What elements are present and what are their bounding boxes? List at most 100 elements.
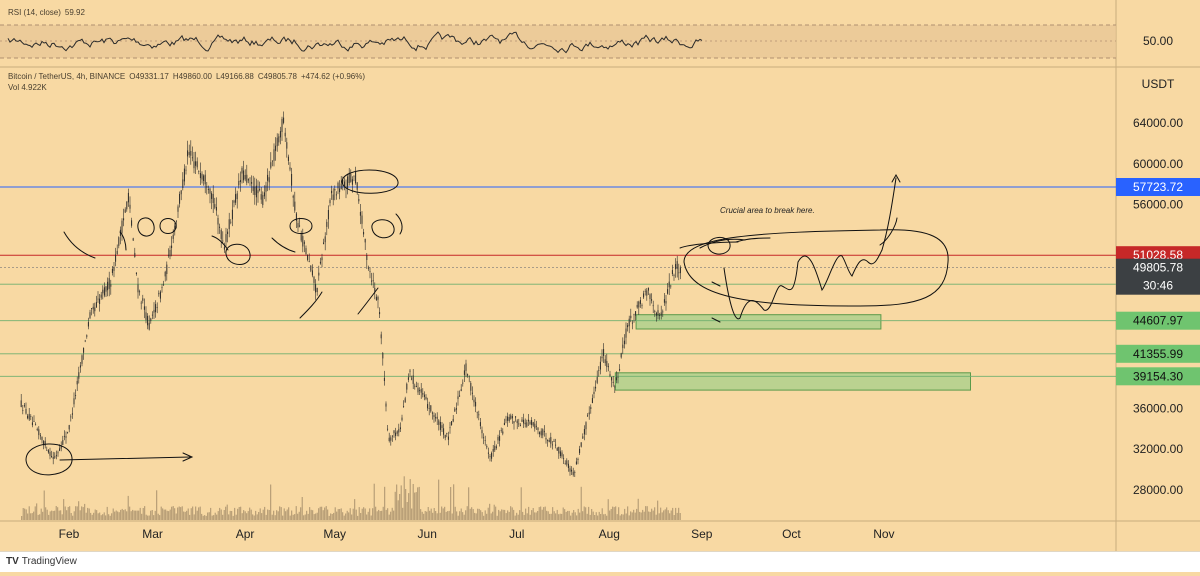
candle-body [623,340,625,345]
candle-body [92,306,94,310]
volume-bar [235,514,237,520]
time-tick-label: Sep [691,527,713,541]
volume-bar [375,506,377,520]
candle-body [439,422,441,430]
candle-body [68,425,70,430]
candle-body [625,328,627,338]
candle-body [137,284,139,293]
volume-bar [562,507,564,520]
volume-bar [312,510,314,520]
price-tick-label: 36000.00 [1133,401,1183,415]
time-tick-label: Nov [873,527,894,541]
candle-body [262,195,264,206]
volume-bar [112,508,114,520]
candle-body [303,242,305,244]
candle-body [83,347,85,353]
candle-body [388,437,390,441]
support-zone [614,372,971,391]
sketch-underline [679,241,739,249]
candle-body [503,422,505,425]
volume-bar [463,514,465,520]
volume-bar [517,514,519,520]
candle-body [135,272,137,274]
price-tick-label: 28000.00 [1133,483,1183,497]
candle-body [479,422,481,427]
candle-body [291,174,293,186]
volume-bar [382,506,384,520]
volume-bar [670,510,672,520]
tv-icon: TV [6,556,19,567]
candle-body [244,175,246,180]
candle-body [417,387,419,393]
volume-bar [88,508,90,520]
volume-bar [114,511,116,520]
volume-bar [342,512,344,520]
tradingview-logo[interactable]: TV TradingView [6,556,77,567]
candle-body [159,291,161,299]
candle-body [182,179,184,188]
candle-body [412,375,414,384]
candle-body [374,287,376,293]
candle-body [142,298,144,301]
volume-bar [24,508,26,520]
volume-value: Vol 4.922K [8,83,47,92]
time-tick-label: Feb [59,527,80,541]
volume-bar [264,506,266,520]
candle-body [371,280,373,282]
candle-body [515,416,517,418]
volume-bar [436,513,438,520]
volume-bar [258,512,260,520]
candle-body [555,444,557,446]
candle-body [481,430,483,434]
volume-bar [75,506,77,520]
volume-bar [351,514,353,520]
sketch-circle [289,218,313,234]
candle-body [300,233,302,241]
volume-bar [595,512,597,520]
volume-bar [616,514,618,520]
candle-body [94,307,96,312]
sketch-arrow [699,238,746,249]
volume-bar [315,513,317,520]
volume-bar [192,506,194,520]
volume-bar [571,512,573,520]
candle-body [550,437,552,444]
volume-bar [454,506,456,520]
volume-bar [27,513,29,520]
candle-body [228,219,230,230]
volume-bar [61,514,63,520]
candle-body [267,174,269,181]
volume-bar [261,513,263,520]
candle-body [163,284,165,286]
candle-body [191,157,193,159]
volume-bar [613,507,615,520]
volume-bar [148,515,150,520]
candle-body [251,182,253,184]
candle-body [363,232,365,235]
volume-bar [528,506,530,520]
volume-bar [583,506,585,520]
volume-bar [70,513,72,520]
candle-body [535,425,537,427]
volume-bar [348,512,350,520]
candle-body [236,193,238,200]
volume-bar [568,510,570,520]
candle-body [332,194,334,200]
candle-body [636,304,638,308]
volume-bar [360,513,362,520]
candle-body [443,428,445,435]
candle-body [20,400,22,407]
volume-bar [531,510,533,520]
candle-body [286,142,288,149]
candle-body [339,188,341,193]
volume-bar [156,490,158,520]
volume-bar [291,510,293,520]
candle-body [451,421,453,425]
volume-bar [153,515,155,520]
candle-body [516,420,518,424]
volume-bar [252,514,254,520]
volume-bar [205,515,207,520]
volume-bar [334,507,336,520]
volume-bar [159,515,161,520]
